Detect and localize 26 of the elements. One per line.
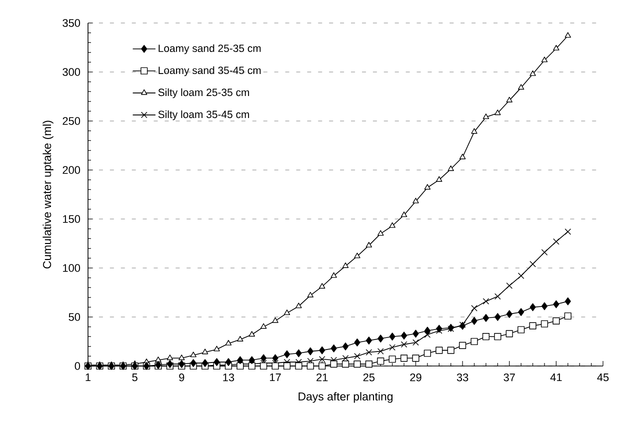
x-tick-label: 41	[550, 374, 562, 382]
y-tick-label: 100	[63, 264, 80, 272]
legend-label: Silty loam 35-45 cm	[158, 110, 249, 120]
x-tick-label: 29	[410, 374, 422, 382]
x-tick-label: 17	[270, 374, 281, 382]
legend-label: Loamy sand 25-35 cm	[158, 44, 261, 54]
x-tick-label: 33	[456, 374, 468, 382]
y-tick-label: 150	[63, 215, 80, 223]
y-tick-label: 200	[62, 166, 80, 174]
x-tick-label: 37	[504, 374, 515, 382]
y-tick-label: 250	[62, 117, 80, 125]
x-tick-label: 13	[223, 374, 234, 382]
legend-label: Loamy sand 35-45 cm	[158, 66, 261, 76]
y-tick-label: 50	[68, 313, 80, 321]
x-axis-title: Days after planting	[298, 392, 392, 403]
x-tick-label: 1	[86, 374, 91, 382]
x-tick-label: 45	[597, 374, 609, 382]
y-tick-label: 0	[74, 362, 80, 370]
y-tick-label: 350	[62, 19, 80, 27]
x-tick-label: 9	[179, 374, 184, 382]
legend-label: Silty loam 25-35 cm	[158, 88, 249, 98]
x-tick-label: 25	[363, 374, 375, 382]
x-tick-label: 21	[316, 374, 328, 382]
y-axis-title: Cumulative water uptake (ml)	[42, 120, 54, 268]
x-tick-label: 5	[132, 374, 138, 382]
y-tick-label: 300	[62, 68, 80, 76]
